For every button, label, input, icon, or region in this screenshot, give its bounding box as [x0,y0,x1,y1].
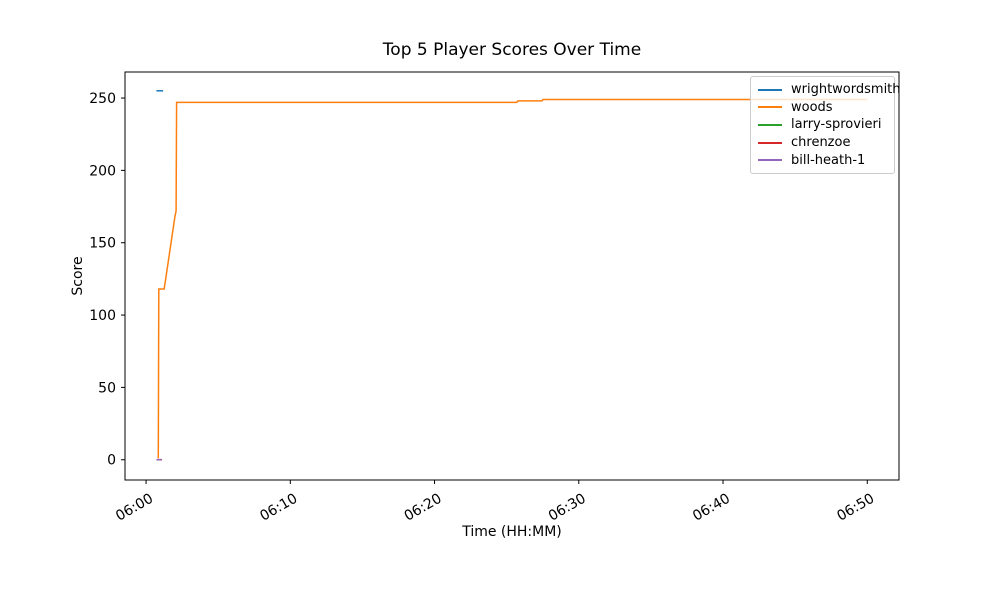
y-tick-label: 100 [89,308,116,324]
legend-line-sample [758,106,782,109]
legend-line-sample [758,141,782,144]
legend-entry-bill-heath-1: bill-heath-1 [758,153,887,168]
x-axis-label: Time (HH:MM) [462,524,562,540]
y-tick-label: 0 [107,453,116,469]
legend-line-sample [758,159,782,162]
legend-entry-wrightwordsmith: wrightwordsmith [758,82,901,97]
x-tick-label: 06:30 [546,491,589,525]
legend-line-sample [758,88,782,91]
legend-label: larry-sprovieri [791,117,882,133]
legend-label: woods [791,99,833,115]
x-tick-label: 06:50 [834,491,877,525]
y-tick-label: 50 [98,380,116,396]
y-axis-label: Score [70,256,86,296]
x-tick-label: 06:00 [113,491,156,525]
axes-spines [124,71,900,481]
x-tick-label: 06:20 [402,491,445,525]
legend-entry-chrenzoe: chrenzoe [758,135,887,150]
legend-label: chrenzoe [791,135,851,151]
legend: wrightwordsmith woods larry-sprovieri chren… [750,76,901,174]
legend-label: bill-heath-1 [791,152,866,168]
y-tick-label: 200 [89,163,116,179]
legend-line-sample [758,123,782,126]
y-tick-label: 150 [89,236,116,252]
chart-title: Top 5 Player Scores Over Time [382,40,642,60]
series-line-woods [157,98,868,459]
y-tick-label: 250 [89,91,116,107]
x-tick-label: 06:10 [257,491,300,525]
x-tick-label: 06:40 [690,491,733,525]
legend-label: wrightwordsmith [791,82,901,98]
legend-entry-woods: woods [758,100,887,115]
legend-entry-larry-sprovieri: larry-sprovieri [758,117,887,132]
